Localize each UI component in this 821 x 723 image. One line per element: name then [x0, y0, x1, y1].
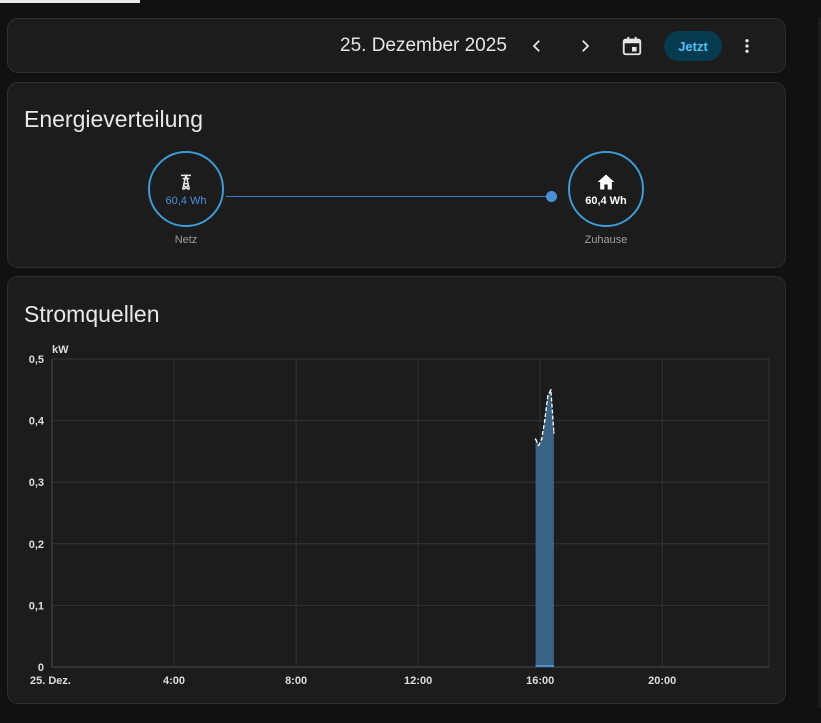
x-tick-label: 25. Dez.: [30, 675, 71, 687]
x-tick-label: 12:00: [404, 675, 432, 687]
x-tick-label: 8:00: [285, 675, 307, 687]
y-axis-unit-label: kW: [52, 344, 69, 356]
y-tick-label: 0: [38, 662, 44, 674]
data-point: [540, 438, 543, 440]
grid-node[interactable]: 60,4 Wh: [148, 151, 224, 227]
x-tick-label: 20:00: [648, 675, 676, 687]
power-sources-chart[interactable]: 0 0,1 0,2 0,3 0,4 0,5 25. Dez. 4:00 8:00 12:00 16:…: [8, 277, 785, 703]
y-tick-label: 0,3: [29, 477, 44, 489]
top-accent-bar: [0, 0, 140, 3]
now-button[interactable]: Jetzt: [664, 31, 722, 61]
y-tick-label: 0,2: [29, 539, 44, 551]
y-tick-label: 0,1: [29, 600, 44, 612]
data-point: [550, 389, 552, 391]
data-point: [553, 432, 555, 434]
home-node[interactable]: 60,4 Wh: [568, 151, 644, 227]
y-tick-label: 0,5: [29, 354, 44, 366]
series-area: [535, 389, 554, 667]
chevron-right-icon: [582, 40, 590, 52]
grid-to-home-flow-line: [226, 196, 551, 197]
grid-label: Netz: [174, 234, 198, 246]
power-sources-title: Stromquellen: [24, 301, 160, 327]
grid-value: 60,4 Wh: [165, 194, 207, 207]
energy-distribution-card: Energieverteilung 60,4 Wh Netz 60,4 Wh Z…: [7, 82, 786, 268]
more-options-button[interactable]: [734, 33, 760, 59]
x-tick-label: 4:00: [163, 675, 185, 687]
previous-day-button[interactable]: [524, 33, 550, 59]
flow-dot: [546, 191, 557, 202]
x-tick-label: 16:00: [526, 675, 554, 687]
date-toolbar: 25. Dezember 2025 Jetzt: [7, 18, 786, 73]
home-icon: [597, 174, 615, 189]
chevron-left-icon: [532, 40, 540, 52]
next-day-button[interactable]: [572, 33, 598, 59]
calendar-button[interactable]: [619, 33, 645, 59]
side-panel-edge: [818, 18, 821, 708]
data-point: [546, 395, 549, 397]
date-label: 25. Dezember 2025: [340, 35, 507, 56]
home-value: 60,4 Wh: [585, 194, 627, 207]
data-point: [534, 438, 537, 440]
energy-distribution-title: Energieverteilung: [24, 106, 204, 132]
transmission-tower-icon: [181, 173, 191, 190]
home-label: Zuhause: [584, 234, 628, 246]
dots-vertical-icon: [745, 39, 749, 53]
power-sources-card: Stromquellen 0 0,1 0,2 0,3 0,4 0,5 25. Dez. 4:0…: [7, 276, 786, 704]
data-point: [543, 419, 546, 422]
data-point: [537, 444, 540, 447]
y-tick-label: 0,4: [29, 416, 45, 428]
calendar-icon: [622, 36, 642, 56]
